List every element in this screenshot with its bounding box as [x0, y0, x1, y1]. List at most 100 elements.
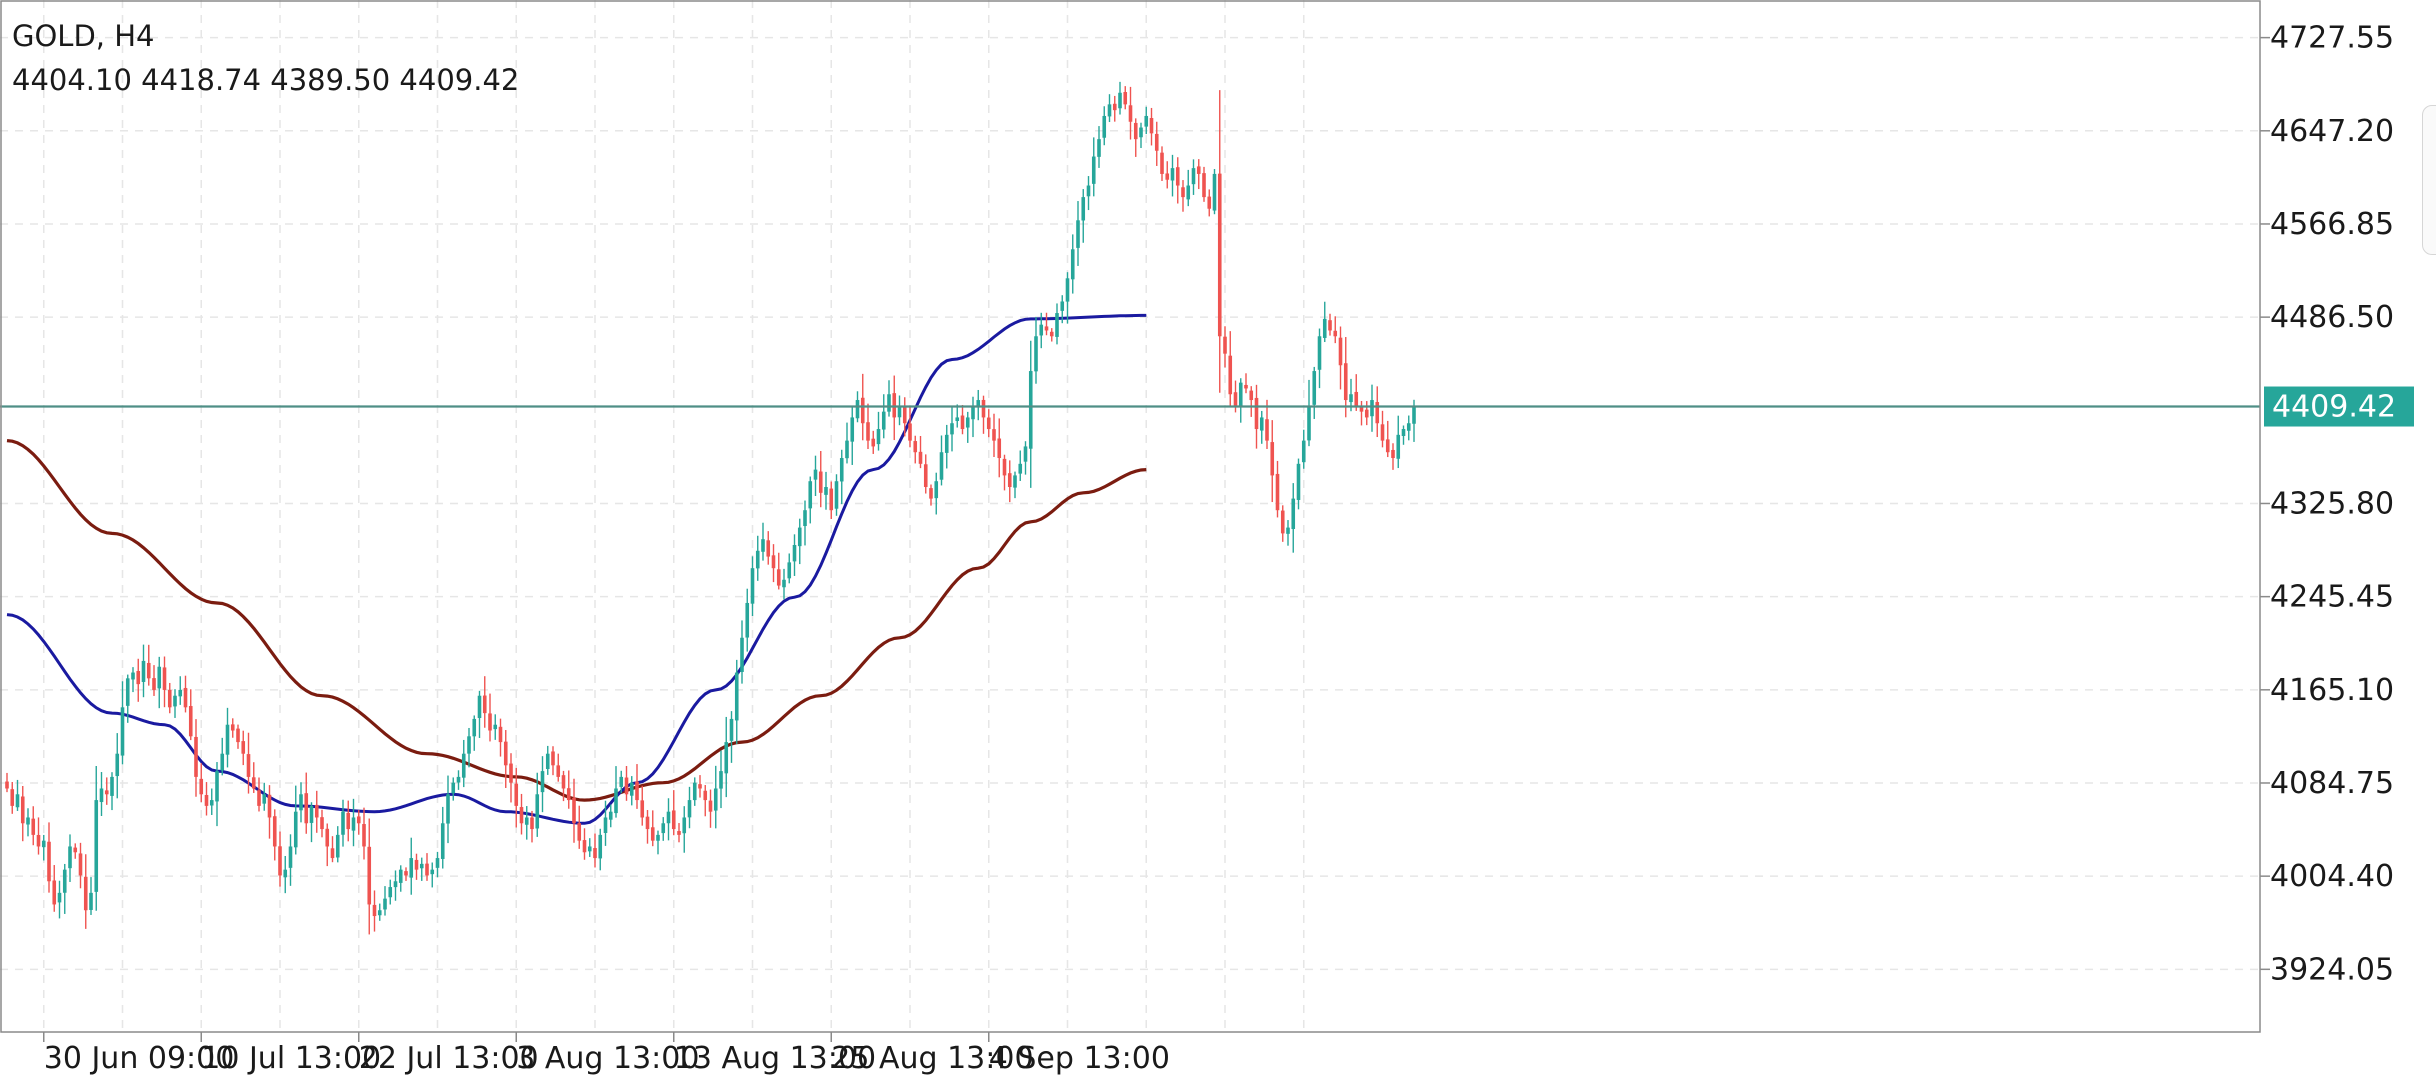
candle-bullish[interactable]: [26, 808, 30, 837]
candle-bearish[interactable]: [362, 807, 366, 860]
candle-bullish[interactable]: [120, 681, 125, 765]
candle-bearish[interactable]: [1123, 86, 1128, 110]
candle-bearish[interactable]: [650, 810, 655, 847]
candle-bullish[interactable]: [178, 676, 183, 705]
candle-bullish[interactable]: [1186, 169, 1191, 207]
candle-bearish[interactable]: [677, 823, 681, 843]
candle-bearish[interactable]: [913, 435, 918, 464]
candle-bearish[interactable]: [83, 854, 88, 929]
candle-bullish[interactable]: [383, 886, 387, 916]
candle-bullish[interactable]: [209, 788, 214, 815]
candle-bearish[interactable]: [1160, 146, 1164, 182]
candle-bullish[interactable]: [934, 472, 939, 515]
candle-bearish[interactable]: [1165, 161, 1170, 189]
candle-bearish[interactable]: [73, 843, 78, 859]
candle-bearish[interactable]: [771, 544, 776, 583]
candle-bearish[interactable]: [320, 809, 324, 838]
candle-bullish[interactable]: [41, 834, 46, 861]
candle-bearish[interactable]: [530, 810, 534, 843]
candle-bullish[interactable]: [608, 804, 613, 828]
candle-bullish[interactable]: [619, 770, 624, 794]
candle-bullish[interactable]: [761, 522, 765, 561]
candle-bearish[interactable]: [1244, 373, 1248, 394]
candle-bullish[interactable]: [1081, 189, 1086, 243]
candle-bullish[interactable]: [94, 766, 99, 911]
candle-bullish[interactable]: [1107, 94, 1112, 123]
candle-bullish[interactable]: [876, 411, 881, 451]
candle-bearish[interactable]: [551, 746, 555, 776]
candle-bullish[interactable]: [62, 863, 67, 914]
candle-bullish[interactable]: [1055, 303, 1059, 345]
candle-bearish[interactable]: [671, 790, 676, 836]
candle-bullish[interactable]: [897, 395, 902, 426]
candle-bullish[interactable]: [955, 404, 960, 428]
candle-bearish[interactable]: [1364, 401, 1369, 426]
candle-bearish[interactable]: [572, 778, 576, 843]
candle-bullish[interactable]: [440, 806, 445, 869]
candle-bullish[interactable]: [1259, 410, 1264, 444]
candle-bullish[interactable]: [220, 737, 225, 776]
candle-bullish[interactable]: [1039, 312, 1044, 349]
candle-bearish[interactable]: [1333, 316, 1338, 344]
candle-bearish[interactable]: [1254, 384, 1259, 449]
candle-bearish[interactable]: [1343, 337, 1348, 418]
candle-bearish[interactable]: [566, 770, 571, 809]
candle-bearish[interactable]: [1002, 454, 1007, 491]
candle-bearish[interactable]: [818, 450, 823, 508]
candle-bullish[interactable]: [335, 826, 340, 863]
candle-bullish[interactable]: [1212, 169, 1217, 215]
candle-bullish[interactable]: [1317, 328, 1322, 389]
candle-bullish[interactable]: [944, 424, 949, 469]
candle-bearish[interactable]: [1380, 410, 1385, 448]
candle-bearish[interactable]: [992, 413, 996, 457]
candle-bullish[interactable]: [540, 756, 545, 813]
candle-bearish[interactable]: [146, 644, 151, 686]
candle-bearish[interactable]: [1175, 157, 1180, 204]
candle-bullish[interactable]: [1238, 378, 1243, 423]
candle-bullish[interactable]: [587, 838, 592, 857]
candle-bearish[interactable]: [152, 665, 156, 696]
candle-bearish[interactable]: [251, 762, 256, 793]
candle-bearish[interactable]: [356, 810, 361, 835]
candle-bullish[interactable]: [472, 715, 477, 751]
candle-bullish[interactable]: [1296, 458, 1301, 510]
candle-bullish[interactable]: [887, 380, 891, 417]
candle-bearish[interactable]: [204, 782, 209, 816]
candle-bullish[interactable]: [729, 711, 734, 763]
candle-bullish[interactable]: [173, 689, 177, 718]
candle-bearish[interactable]: [986, 409, 991, 438]
candle-bullish[interactable]: [656, 830, 660, 855]
candle-bullish[interactable]: [965, 411, 970, 443]
candle-bearish[interactable]: [1207, 189, 1212, 217]
candle-bearish[interactable]: [167, 682, 172, 714]
candle-bullish[interactable]: [813, 455, 818, 496]
candle-bearish[interactable]: [766, 531, 771, 565]
candle-bearish[interactable]: [31, 806, 36, 846]
candle-bullish[interactable]: [388, 879, 393, 905]
candle-bearish[interactable]: [892, 375, 897, 441]
candle-bearish[interactable]: [1133, 118, 1138, 157]
candle-bullish[interactable]: [1370, 384, 1374, 432]
candle-bearish[interactable]: [997, 418, 1002, 478]
candles[interactable]: [5, 81, 1416, 935]
candle-bearish[interactable]: [645, 810, 650, 844]
candle-bullish[interactable]: [661, 817, 666, 841]
candle-bearish[interactable]: [425, 853, 429, 881]
candle-bullish[interactable]: [398, 865, 403, 892]
candle-bearish[interactable]: [278, 831, 282, 887]
candle-bullish[interactable]: [1028, 340, 1033, 488]
candle-bearish[interactable]: [36, 817, 41, 855]
candle-bearish[interactable]: [1385, 420, 1390, 458]
candle-bearish[interactable]: [918, 436, 923, 469]
candle-bullish[interactable]: [682, 806, 687, 853]
candle-bullish[interactable]: [740, 620, 744, 684]
candle-bullish[interactable]: [803, 500, 807, 546]
candle-bullish[interactable]: [377, 903, 382, 921]
candle-bullish[interactable]: [1065, 272, 1070, 324]
candle-bullish[interactable]: [939, 435, 944, 486]
candle-bearish[interactable]: [698, 775, 702, 798]
candle-bearish[interactable]: [367, 818, 372, 935]
candle-bearish[interactable]: [1007, 460, 1012, 503]
candle-bearish[interactable]: [509, 753, 513, 803]
